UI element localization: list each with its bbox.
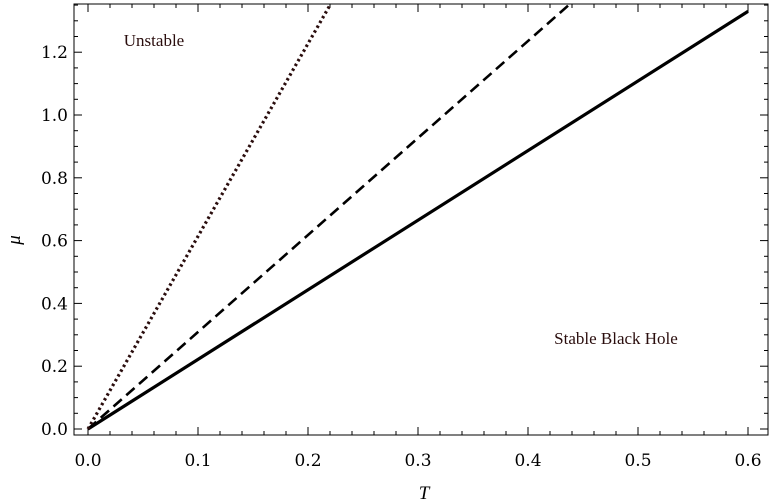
- y-tick-label: 0.8: [41, 169, 68, 189]
- x-tick-label: 0.0: [74, 451, 101, 471]
- series-line-dotted: [86, 4, 332, 430]
- y-tick-label: 0.4: [41, 294, 68, 314]
- plot-frame: [73, 3, 769, 436]
- y-tick-label: 0.6: [41, 232, 68, 252]
- annotation-label: Stable Black Hole: [554, 329, 678, 348]
- tick-labels: 0.0 0.1 0.2 0.3 0.4 0.5 0.6 0.0 0.2 0.4 0.6 0.8 1.0 1…: [41, 43, 762, 471]
- series-layer: [86, 4, 749, 431]
- annotations: Unstable Stable Black Hole: [124, 31, 678, 348]
- x-tick-label: 0.1: [184, 451, 211, 471]
- y-tick-label: 1.2: [41, 43, 68, 63]
- series-line-dashed: [87, 4, 570, 430]
- x-axis-title: T: [419, 483, 431, 502]
- x-tick-label: 0.6: [734, 451, 761, 471]
- ticks: [74, 4, 768, 435]
- annotation-label: Unstable: [124, 31, 184, 50]
- x-tick-label: 0.4: [514, 451, 541, 471]
- x-tick-label: 0.3: [404, 451, 431, 471]
- x-tick-label: 0.5: [624, 451, 651, 471]
- series-line-solid: [87, 10, 749, 431]
- y-tick-label: 0.2: [41, 357, 68, 377]
- y-axis-title: μ: [4, 235, 25, 246]
- y-tick-label: 0.0: [41, 420, 68, 440]
- x-tick-label: 0.2: [294, 451, 321, 471]
- y-tick-label: 1.0: [41, 106, 68, 126]
